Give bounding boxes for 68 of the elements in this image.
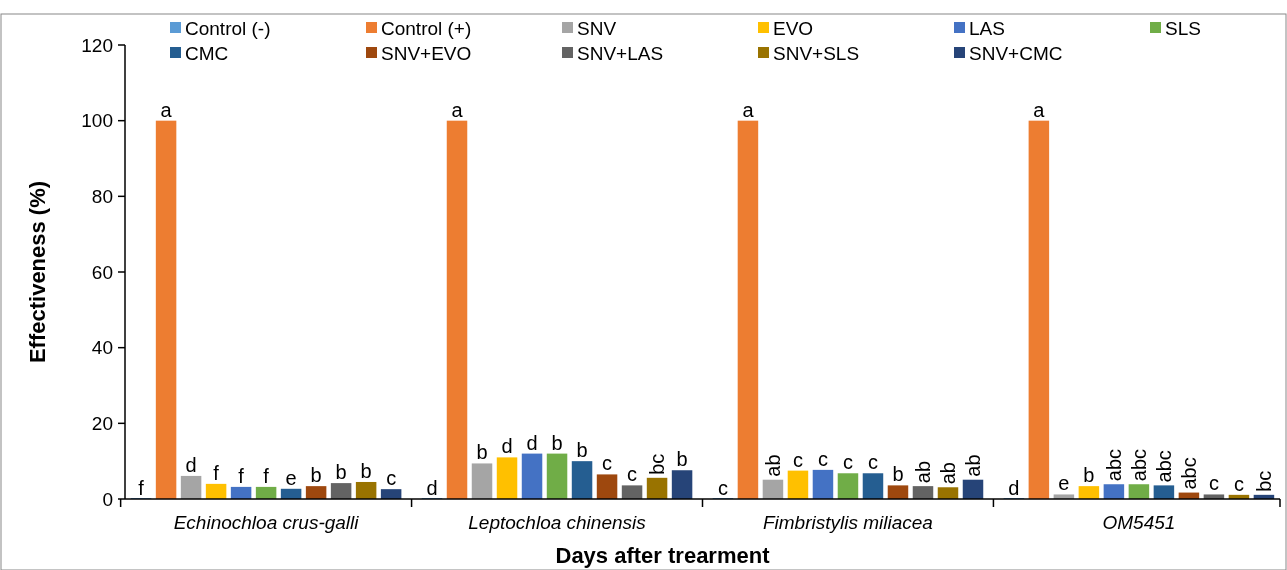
data-label: c: [1233, 472, 1244, 495]
legend-label: SNV+LAS: [577, 42, 664, 64]
data-label: d: [1008, 477, 1020, 499]
data-label: c: [817, 447, 828, 470]
data-label: d: [526, 431, 538, 454]
data-label: b: [1083, 464, 1095, 487]
data-label: abc: [1102, 448, 1125, 482]
data-label: abc: [1177, 457, 1200, 490]
x-tick-label: OM5451: [1102, 512, 1176, 533]
legend-label: Control (-): [185, 17, 271, 39]
data-label: f: [213, 461, 220, 484]
data-label: ab: [962, 454, 984, 477]
data-label: bc: [646, 453, 669, 475]
data-label: b: [310, 464, 322, 487]
data-label: b: [476, 441, 488, 464]
legend-label: SNV+CMC: [969, 42, 1063, 64]
data-label: c: [867, 451, 878, 474]
data-label: c: [1208, 472, 1219, 495]
legend-label: LAS: [969, 17, 1005, 39]
y-tick-label: 100: [81, 110, 113, 132]
legend-label: SNV+SLS: [773, 42, 860, 64]
data-label: bc: [1252, 470, 1275, 492]
legend-label: CMC: [185, 42, 229, 64]
data-label: a: [1033, 98, 1046, 121]
data-label: b: [360, 459, 372, 482]
data-label: c: [792, 448, 803, 471]
data-label: e: [1058, 472, 1070, 495]
y-tick-label: 120: [81, 34, 113, 56]
data-label: d: [426, 477, 438, 499]
data-label: ab: [761, 454, 784, 477]
legend-label: EVO: [773, 17, 814, 39]
data-label: ab: [936, 462, 959, 485]
data-label: c: [386, 467, 397, 490]
legend-label: SNV: [577, 17, 617, 39]
data-label: abc: [1127, 448, 1150, 482]
data-label: b: [892, 463, 904, 486]
data-label: a: [742, 98, 755, 121]
data-label: f: [138, 477, 145, 499]
data-label: c: [627, 463, 638, 486]
x-tick-label: Leptochloa chinensis: [468, 512, 647, 533]
data-label: f: [263, 464, 270, 487]
data-label: c: [842, 451, 853, 474]
x-tick-label: Echinochloa crus-galli: [173, 512, 360, 533]
legend-label: SLS: [1165, 17, 1201, 39]
data-label: ab: [911, 460, 934, 484]
data-label: f: [238, 464, 245, 487]
legend-label: Control (+): [381, 17, 472, 39]
data-label: a: [451, 98, 464, 121]
data-label: b: [676, 448, 688, 471]
x-axis-title: Days after trearment: [555, 543, 771, 568]
data-label: a: [160, 98, 173, 121]
data-label: b: [335, 461, 347, 484]
y-tick-label: 60: [91, 261, 113, 283]
y-axis-title: Effectiveness (%): [25, 180, 50, 364]
y-tick-label: 40: [91, 337, 113, 359]
data-label: e: [285, 466, 297, 489]
y-tick-label: 20: [91, 412, 113, 434]
data-label: b: [551, 431, 563, 454]
data-label: d: [185, 453, 197, 476]
data-label: c: [717, 477, 728, 499]
data-label: b: [576, 439, 588, 462]
y-tick-label: 0: [102, 488, 113, 510]
data-label: c: [602, 452, 613, 475]
data-label: d: [501, 435, 513, 458]
legend-label: SNV+EVO: [381, 42, 472, 64]
y-tick-label: 80: [91, 185, 113, 207]
x-tick-label: Fimbristylis miliacea: [762, 512, 933, 533]
data-label: abc: [1152, 450, 1175, 483]
